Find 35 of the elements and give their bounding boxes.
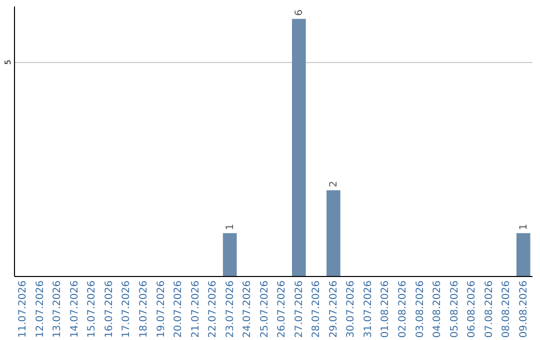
x-tick-label: 20.07.2026	[173, 280, 184, 338]
x-tick-label: 18.07.2026	[138, 280, 150, 338]
x-tick-label: 06.08.2026	[466, 280, 478, 338]
x-tick-label: 09.08.2026	[518, 280, 530, 338]
x-tick-label: 05.08.2026	[449, 280, 460, 338]
x-tick-label: 03.08.2026	[414, 280, 426, 338]
x-tick-label: 21.07.2026	[190, 280, 202, 338]
x-tick-label: 12.07.2026	[34, 280, 46, 338]
y-tick-label: 5	[4, 60, 12, 65]
x-tick-label: 25.07.2026	[259, 280, 270, 338]
x-tick-label: 26.07.2026	[276, 280, 288, 338]
x-tick-label: 28.07.2026	[311, 280, 322, 338]
x-tick-label: 11.07.2026	[18, 280, 29, 338]
x-tick-label: 19.07.2026	[156, 280, 167, 338]
data-label: 6	[294, 9, 305, 16]
data-label: 1	[518, 224, 530, 230]
x-tick-label: 08.08.2026	[501, 280, 512, 338]
x-tick-label: 30.07.2026	[346, 280, 357, 338]
data-label: 2	[328, 180, 340, 188]
x-tick-label: 23.07.2026	[224, 280, 236, 338]
x-tick-label: 15.07.2026	[86, 280, 98, 338]
x-tick-label: 02.08.2026	[398, 280, 408, 338]
x-tick-label: 01.08.2026	[380, 280, 392, 338]
x-tick-label: 24.07.2026	[242, 280, 254, 338]
data-label: 1	[224, 224, 236, 230]
x-tick-label: 27.07.2026	[294, 280, 305, 338]
x-tick-label: 13.07.2026	[52, 280, 64, 338]
x-tick-label: 04.08.2026	[432, 280, 444, 338]
x-tick-label: 07.08.2026	[484, 280, 495, 338]
x-tick-label: 22.07.2026	[208, 280, 219, 338]
x-tick-label: 14.07.2026	[69, 280, 80, 338]
x-tick-label: 31.07.2026	[362, 280, 374, 338]
x-tick-label: 29.07.2026	[328, 280, 340, 338]
x-tick-label: 17.07.2026	[121, 280, 132, 338]
x-tick-label: 16.07.2026	[104, 280, 115, 338]
